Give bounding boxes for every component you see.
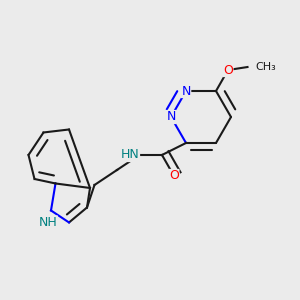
Text: O: O — [169, 169, 179, 182]
Text: HN: HN — [121, 148, 140, 161]
Text: NH: NH — [39, 216, 57, 229]
Text: CH₃: CH₃ — [255, 62, 276, 72]
Text: N: N — [166, 110, 176, 124]
Text: N: N — [181, 85, 191, 98]
Text: O: O — [223, 64, 233, 76]
